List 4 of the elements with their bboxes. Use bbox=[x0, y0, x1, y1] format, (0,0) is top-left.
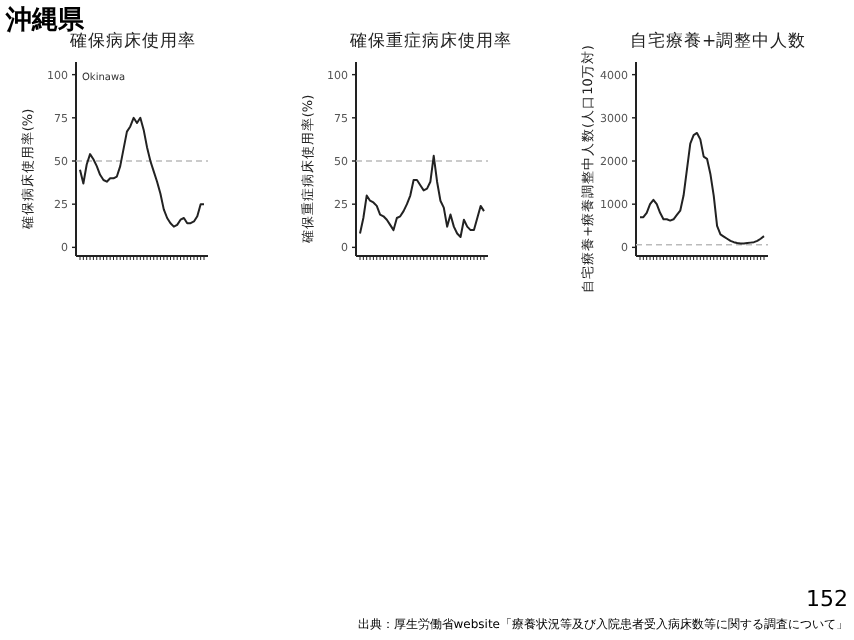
text: 152 bbox=[806, 586, 848, 612]
chart-title: 確保重症病床使用率 bbox=[348, 30, 512, 52]
chart-title: 確保病床使用率 bbox=[68, 30, 196, 52]
chart-title: 自宅療養+調整中人数 bbox=[630, 30, 807, 52]
